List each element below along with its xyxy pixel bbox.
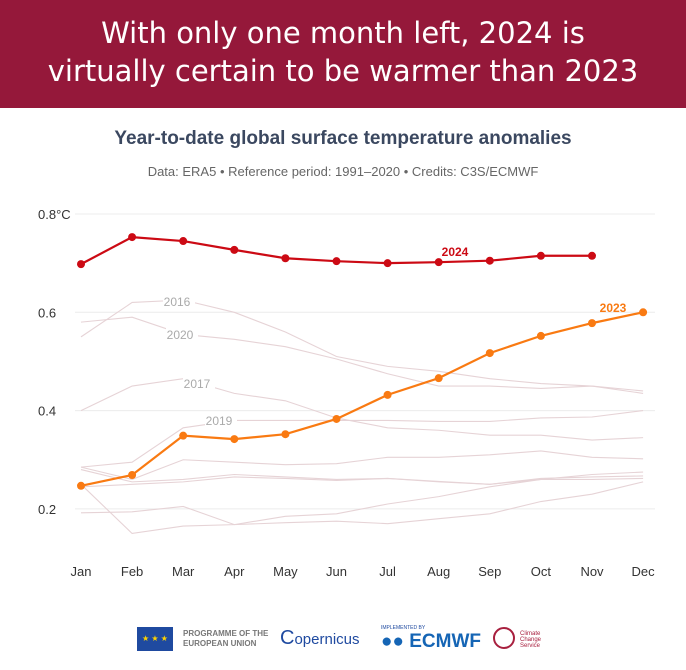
- label-bg: [166, 328, 198, 342]
- chart-subtitle: Data: ERA5 • Reference period: 1991–2020…: [147, 164, 539, 179]
- x-tick-label: Mar: [172, 564, 195, 579]
- series-line-2017: [80, 378, 644, 441]
- data-point-2024: [77, 260, 85, 269]
- label-bg: [163, 295, 195, 309]
- series-line-past-year-6: [80, 476, 644, 488]
- series-label-2019: 2019: [206, 414, 233, 428]
- c3s-logo: [493, 627, 515, 649]
- copernicus-label: opernicus: [294, 631, 360, 648]
- y-tick-label: 0.4: [38, 404, 56, 419]
- data-point-2023: [179, 431, 188, 440]
- eu-programme-label: PROGRAMME OF THE EUROPEAN UNION: [183, 629, 269, 648]
- logos-footer: ★ ★ ★ PROGRAMME OF THE EUROPEAN UNION Co…: [0, 625, 686, 655]
- c3s-label: Climate Change Service: [520, 631, 542, 649]
- y-tick-label: 0.8°C: [38, 207, 71, 222]
- x-tick-label: Apr: [224, 564, 245, 579]
- x-tick-label: Sep: [478, 564, 501, 579]
- x-tick-label: Dec: [632, 564, 656, 579]
- series-label-2020: 2020: [167, 328, 194, 342]
- data-point-2024: [588, 251, 596, 260]
- series-line-past-year-5: [80, 469, 644, 485]
- data-point-2024: [536, 251, 545, 260]
- data-point-2024: [128, 233, 137, 242]
- data-point-2023: [281, 430, 290, 439]
- series-line-2016: [80, 299, 644, 392]
- x-tick-label: Nov: [580, 564, 604, 579]
- series-line-2020: [80, 316, 644, 394]
- series-label-2023: 2023: [600, 301, 627, 315]
- headline-line-2: virtually certain to be warmer than 2023: [47, 54, 639, 88]
- series-line-2023: [80, 311, 644, 487]
- ecmwf-logo: ●● ECMWF: [381, 631, 481, 652]
- data-point-2023: [77, 481, 85, 490]
- data-point-2024: [434, 258, 443, 267]
- series-label-2016: 2016: [164, 295, 191, 309]
- data-point-2024: [281, 254, 290, 263]
- data-point-2023: [588, 319, 596, 328]
- y-tick-label: 0.6: [38, 305, 56, 320]
- x-tick-label: Oct: [531, 564, 552, 579]
- data-point-2023: [485, 349, 494, 358]
- data-point-2024: [383, 259, 392, 268]
- data-point-2023: [128, 470, 137, 479]
- series-line-past-year-4: [80, 450, 644, 480]
- copernicus-logo: Copernicus: [280, 627, 360, 649]
- data-point-2024: [485, 256, 494, 265]
- x-tick-label: Jan: [71, 564, 92, 579]
- series-label-2024: 2024: [442, 245, 469, 259]
- x-tick-label: Jul: [379, 564, 396, 579]
- line-chart: 0.8°C 0.6 0.4 0.2 Jan Feb Mar Apr May Jun Jul Aug Se…: [38, 207, 656, 579]
- label-bg: [205, 414, 237, 428]
- data-point-2023: [332, 414, 341, 423]
- headline-banner: With only one month left, 2024 is virtua…: [0, 0, 686, 108]
- data-point-2024: [230, 245, 239, 254]
- x-tick-label: May: [273, 564, 298, 579]
- ecmwf-label: ECMWF: [409, 631, 481, 652]
- data-point-2023: [383, 390, 392, 399]
- data-point-2023: [230, 435, 239, 444]
- series-line-past-year-8: [80, 471, 644, 535]
- chart-title: Year-to-date global surface temperature …: [114, 128, 572, 149]
- eu-flag-logo: ★ ★ ★: [137, 627, 173, 651]
- data-point-2024: [332, 257, 341, 266]
- data-point-2023: [639, 308, 648, 317]
- label-bg: [183, 377, 215, 391]
- x-tick-label: Jun: [326, 564, 347, 579]
- data-point-2023: [536, 331, 545, 340]
- ecmwf-small-label: IMPLEMENTED BY: [381, 625, 426, 631]
- series-line-past-year-7: [80, 481, 644, 526]
- y-tick-label: 0.2: [38, 502, 56, 517]
- x-tick-label: Feb: [121, 564, 143, 579]
- data-point-2023: [434, 374, 443, 383]
- series-label-2017: 2017: [184, 377, 211, 391]
- x-tick-label: Aug: [427, 564, 450, 579]
- series-line-2019: [80, 410, 644, 468]
- data-point-2024: [179, 237, 188, 246]
- headline-line-1: With only one month left, 2024 is: [101, 16, 585, 50]
